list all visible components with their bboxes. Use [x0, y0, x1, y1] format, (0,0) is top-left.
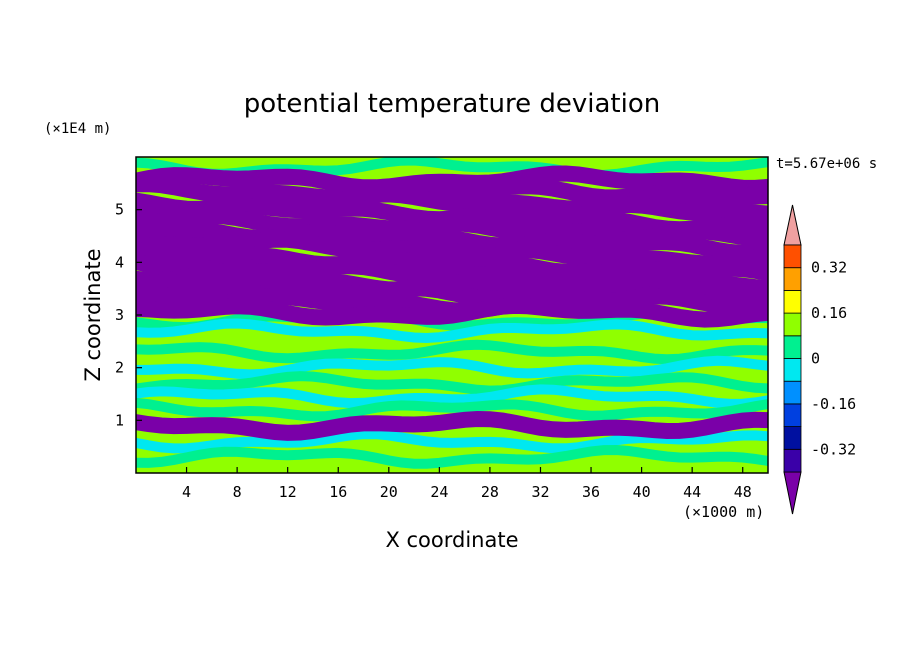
x-unit-label: (×1000 m): [683, 503, 764, 521]
y-axis: 1 2 3 4 5: [115, 201, 142, 429]
colorbar-tick-label: 0.32: [811, 259, 847, 277]
x-tick-label: 8: [233, 483, 242, 501]
x-tick-label: 44: [683, 483, 701, 501]
colorbar-segment: [783, 267, 802, 291]
x-tick-label: 48: [734, 483, 752, 501]
colorbar-segment: [783, 358, 802, 382]
y-tick-label: 5: [115, 201, 124, 219]
y-axis-label: Z coordinate: [81, 248, 105, 381]
chart-title: potential temperature deviation: [244, 89, 660, 119]
x-tick-label: 28: [481, 483, 499, 501]
contour-band: [136, 371, 768, 396]
x-tick-label: 16: [329, 483, 347, 501]
y-tick-label: 2: [115, 359, 124, 377]
x-tick-label: 4: [182, 483, 191, 501]
contour-band: [136, 397, 768, 422]
colorbar-tick-label: -0.16: [811, 395, 856, 413]
x-tick-label: 20: [380, 483, 398, 501]
y-tick-label: 3: [115, 306, 124, 324]
x-tick-label: 12: [279, 483, 297, 501]
contour-band: [136, 384, 768, 409]
y-unit-label: (×1E4 m): [44, 121, 111, 137]
contour-band: [136, 444, 768, 469]
colorbar-top-arrow: [783, 204, 802, 246]
x-tick-label: 32: [531, 483, 549, 501]
plot-area: [135, 156, 769, 474]
colorbar-tick-label: 0.16: [811, 304, 847, 322]
colorbar-segment: [783, 244, 802, 269]
colorbar-segment: [783, 335, 802, 359]
colorbar-segment: [783, 426, 802, 450]
contour-band: [136, 339, 768, 365]
colorbar-tick-label: 0: [811, 350, 820, 368]
colorbar-segment: [783, 289, 802, 314]
contour-band: [136, 355, 768, 380]
contour-band: [136, 414, 768, 438]
contour-band: [136, 301, 768, 325]
colorbar-segment: [783, 403, 802, 427]
x-tick-label: 36: [582, 483, 600, 501]
x-axis: 4 8 12 16 20 24 28 32 36 40 44 48: [182, 467, 752, 501]
contour-band: [136, 318, 768, 344]
colorbar: 0.32 0.16 0 -0.16 -0.32: [783, 204, 856, 515]
time-label: t=5.67e+06 s: [776, 156, 877, 172]
x-tick-label: 40: [633, 483, 651, 501]
x-axis-label: X coordinate: [385, 528, 518, 552]
colorbar-segment: [783, 380, 802, 405]
colorbar-segment: [783, 312, 802, 337]
contour-field: [136, 157, 768, 469]
y-tick-label: 4: [115, 253, 124, 271]
colorbar-tick-label: -0.32: [811, 440, 856, 458]
colorbar-segment: [783, 448, 802, 473]
x-tick-label: 24: [430, 483, 448, 501]
colorbar-bottom-arrow: [783, 471, 802, 515]
y-tick-label: 1: [115, 411, 124, 429]
